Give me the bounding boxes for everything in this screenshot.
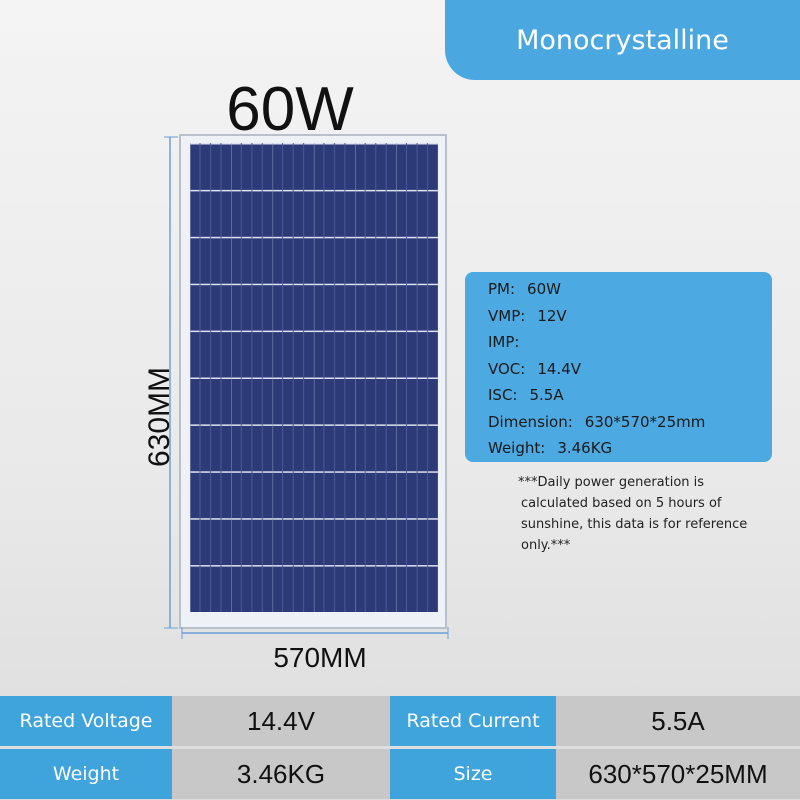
- spec-label: Weight:: [488, 439, 546, 457]
- note-line: calculated based on 5 hours of: [521, 496, 722, 511]
- spec-row: IMP:: [488, 329, 772, 356]
- title-tab: Monocrystalline: [445, 0, 800, 80]
- spec-value: 14.4V: [537, 359, 582, 378]
- spec-row: ISC: 5.5A: [488, 382, 772, 409]
- cell-value: 14.4V: [172, 696, 390, 746]
- cell-label: Weight: [0, 749, 172, 799]
- spec-value: 12V: [537, 306, 567, 325]
- spec-label: Dimension:: [488, 412, 573, 431]
- width-label: 570MM: [273, 642, 367, 673]
- spec-row: VMP: 12V: [488, 303, 772, 330]
- spec-row: PM: 60W: [488, 276, 772, 303]
- cell-label: Rated Current: [390, 696, 556, 746]
- panel-drawing: [164, 134, 449, 639]
- spec-row: VOC: 14.4V: [488, 356, 772, 383]
- spec-box: PM: 60W VMP: 12V IMP: VOC: 14.4V ISC: 5.5A Dimens…: [465, 272, 772, 462]
- table-row: Weight 3.46KG Size 630*570*25MM: [0, 749, 800, 799]
- note-line: only.***: [521, 538, 571, 553]
- spec-value: 3.46KG: [557, 439, 613, 457]
- height-label: 630MM: [143, 366, 176, 468]
- note-line: sunshine, this data is for reference: [521, 517, 748, 532]
- cell-value: 630*570*25MM: [556, 749, 800, 799]
- spec-label: VOC:: [488, 359, 526, 378]
- spec-label: IMP:: [488, 333, 520, 351]
- spec-label: VMP:: [488, 306, 526, 325]
- cell-value: 3.46KG: [172, 749, 390, 799]
- spec-label: ISC:: [488, 386, 518, 404]
- cell-label: Rated Voltage: [0, 696, 172, 746]
- table-row: Rated Voltage 14.4V Rated Current 5.5A: [0, 696, 800, 746]
- spec-value: 5.5A: [529, 386, 564, 404]
- spec-row: Weight: 3.46KG: [488, 435, 772, 462]
- power-rating: 60W: [226, 75, 354, 144]
- spec-table: Rated Voltage 14.4V Rated Current 5.5A Weigh…: [0, 693, 800, 800]
- spec-row: Dimension: 630*570*25mm: [488, 409, 772, 436]
- spec-value: 60W: [527, 280, 561, 298]
- spec-value: 630*570*25mm: [584, 412, 706, 431]
- note: ***Daily power generation is calculated b…: [518, 472, 747, 556]
- cell-label: Size: [390, 749, 556, 799]
- spec-label: PM:: [488, 280, 516, 298]
- note-line: ***Daily power generation is: [518, 475, 705, 490]
- cell-value: 5.5A: [556, 696, 800, 746]
